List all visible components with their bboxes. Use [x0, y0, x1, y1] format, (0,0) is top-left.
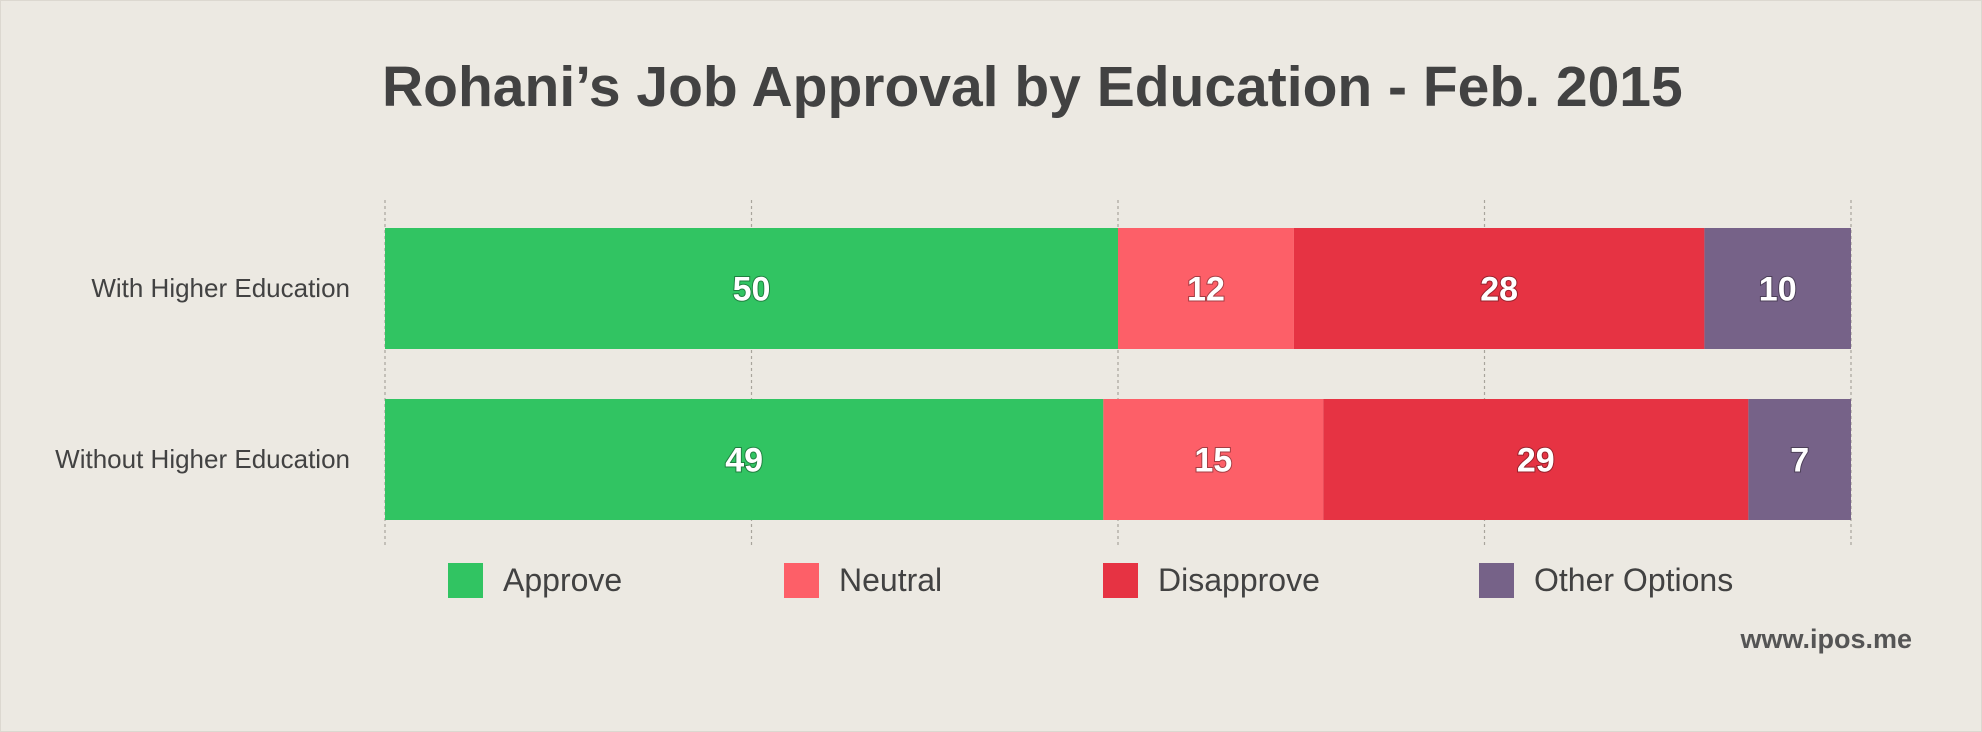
row-label: Without Higher Education: [55, 443, 350, 474]
bar-segment: [1748, 399, 1851, 520]
data-label: 10: [1759, 271, 1797, 309]
legend-swatch: [784, 562, 819, 598]
bar-labels: 50 12 28 10 49 15 29 7: [724, 270, 1810, 481]
row-label: With Higher Education: [91, 272, 350, 303]
bar-segment: [1293, 228, 1705, 349]
bar-segment: [1323, 399, 1749, 520]
bars: [385, 228, 1851, 520]
legend-item: Neutral: [784, 558, 942, 602]
bar-segment: [385, 399, 1104, 520]
legend-item: Approve: [448, 558, 622, 602]
data-label: 49: [725, 442, 763, 480]
legend-label: Disapprove: [1158, 561, 1320, 598]
bar-segment: [1103, 399, 1324, 520]
data-label: 29: [1517, 442, 1555, 480]
chart-title: Rohani’s Job Approval by Education - Feb…: [382, 55, 1683, 119]
data-label: 50: [733, 271, 771, 309]
legend: Approve Neutral Disapprove Other Options: [0, 558, 1982, 602]
legend-item: Disapprove: [1103, 558, 1320, 602]
legend-swatch: [1479, 562, 1514, 598]
data-label: 15: [1194, 442, 1232, 480]
legend-label: Approve: [503, 561, 623, 598]
source-url: www.ipos.me: [1740, 624, 1912, 654]
legend-swatch: [448, 562, 483, 598]
legend-swatch: [1103, 562, 1138, 598]
data-label: 7: [1790, 442, 1809, 480]
legend-item: Other Options: [1479, 558, 1733, 602]
bar-segment: [385, 228, 1118, 349]
bar-segment: [1118, 228, 1294, 349]
bar-segment: [1704, 228, 1851, 349]
data-label: 12: [1187, 271, 1225, 309]
legend-label: Other Options: [1534, 561, 1734, 598]
data-label: 28: [1480, 271, 1518, 309]
legend-label: Neutral: [839, 561, 943, 598]
